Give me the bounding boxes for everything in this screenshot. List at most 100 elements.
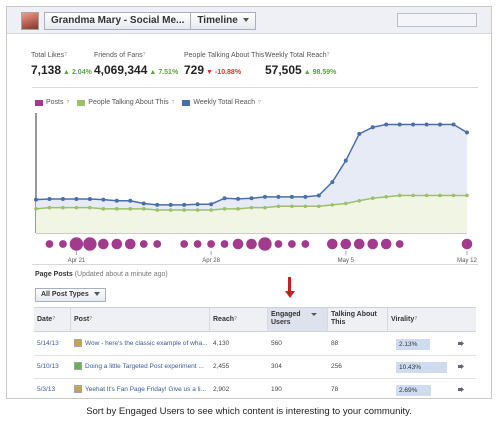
help-icon[interactable]: ? bbox=[234, 316, 238, 322]
help-icon[interactable]: ? bbox=[66, 99, 70, 106]
section-title: Page Posts bbox=[35, 271, 73, 278]
post-date[interactable]: 5/14/13 bbox=[37, 340, 59, 347]
help-icon[interactable]: ? bbox=[264, 52, 268, 58]
page-selector: Grandma Mary - Social Me... Timeline bbox=[44, 12, 256, 30]
legend-people-talking[interactable]: People Talking About This? bbox=[77, 99, 174, 106]
post-date[interactable]: 5/10/13 bbox=[37, 363, 59, 370]
reach-point bbox=[168, 202, 173, 207]
table-row[interactable]: 5/3/13 Yeehat It's Fan Page Friday! Give… bbox=[34, 379, 476, 398]
table-row[interactable]: 5/14/13 Wow - here's the classic example… bbox=[34, 333, 476, 356]
table-row[interactable]: 5/10/13 Doing a little Targeted Post exp… bbox=[34, 356, 476, 379]
legend-posts[interactable]: Posts? bbox=[35, 99, 69, 106]
talking-value[interactable]: 78 bbox=[331, 386, 339, 393]
filter-label: All Post Types bbox=[41, 291, 89, 298]
metric-weekly-reach: Weekly Total Reach? 57,505 ▲ 98.59% bbox=[265, 52, 336, 79]
help-icon[interactable]: ? bbox=[171, 99, 175, 106]
column-header-virality[interactable]: Virality? bbox=[391, 316, 418, 323]
sort-descending-icon[interactable] bbox=[311, 312, 317, 316]
help-icon[interactable]: ? bbox=[414, 316, 418, 322]
talking-point bbox=[343, 201, 348, 206]
posts-dot bbox=[98, 238, 109, 250]
reach-value[interactable]: 2,455 bbox=[213, 363, 230, 370]
talking-point bbox=[357, 198, 362, 203]
engaged-value[interactable]: 560 bbox=[271, 340, 282, 347]
reach-value[interactable]: 4,130 bbox=[213, 340, 230, 347]
post-type-filter[interactable]: All Post Types bbox=[35, 288, 106, 302]
annotation-arrowhead bbox=[284, 291, 295, 298]
reach-point bbox=[465, 130, 469, 135]
help-icon[interactable]: ? bbox=[52, 316, 56, 322]
metric-change: 98.59% bbox=[312, 69, 337, 76]
talking-value[interactable]: 256 bbox=[331, 363, 342, 370]
talking-point bbox=[249, 205, 254, 210]
promote-icon[interactable] bbox=[458, 341, 464, 347]
talking-value[interactable]: 88 bbox=[331, 340, 339, 347]
reach-point bbox=[47, 197, 52, 202]
reach-point bbox=[114, 198, 119, 203]
reach-value[interactable]: 2,902 bbox=[213, 386, 230, 393]
talking-point bbox=[128, 207, 133, 211]
posts-dot bbox=[45, 240, 54, 248]
help-icon[interactable]: ? bbox=[64, 52, 67, 58]
reach-point bbox=[236, 196, 241, 201]
promote-icon[interactable] bbox=[458, 387, 464, 393]
virality-bar: 2.13% bbox=[396, 339, 431, 350]
post-link[interactable]: Doing a little Targeted Post experiment … bbox=[74, 356, 210, 378]
x-tick-label: May 5 bbox=[338, 258, 355, 264]
photo-post-icon bbox=[74, 385, 82, 394]
column-header-engaged-users[interactable]: Engaged Users bbox=[268, 308, 328, 331]
legend-label: People Talking About This bbox=[88, 99, 169, 106]
engaged-value[interactable]: 190 bbox=[271, 386, 282, 393]
x-tick-label: Apr 28 bbox=[202, 258, 220, 264]
reach-point bbox=[438, 122, 443, 127]
talking-point bbox=[88, 205, 92, 210]
view-dropdown[interactable]: Timeline bbox=[190, 13, 254, 29]
column-header-post[interactable]: Post? bbox=[71, 308, 210, 331]
column-header-date[interactable]: Date? bbox=[34, 308, 71, 331]
legend-weekly-reach[interactable]: Weekly Total Reach? bbox=[182, 99, 261, 106]
engaged-value[interactable]: 304 bbox=[271, 363, 282, 370]
post-date[interactable]: 5/3/13 bbox=[37, 386, 56, 393]
help-icon[interactable]: ? bbox=[326, 52, 330, 58]
top-right-control[interactable] bbox=[397, 13, 477, 27]
column-header-reach[interactable]: Reach? bbox=[210, 308, 268, 331]
page-name-button[interactable]: Grandma Mary - Social Me... bbox=[51, 15, 185, 26]
reach-point bbox=[370, 125, 375, 130]
chevron-down-icon bbox=[242, 18, 249, 23]
reach-point bbox=[330, 180, 335, 185]
post-link[interactable]: Yeehat It's Fan Page Friday! Give us a l… bbox=[74, 379, 210, 398]
post-link[interactable]: Wow - here's the classic example of wha.… bbox=[74, 333, 210, 355]
page-avatar[interactable] bbox=[21, 12, 39, 30]
reach-point bbox=[249, 196, 254, 201]
reach-point bbox=[141, 201, 146, 206]
posts-dot bbox=[340, 238, 352, 250]
posts-dot bbox=[59, 240, 67, 248]
help-icon[interactable]: ? bbox=[89, 316, 93, 322]
metric-friends-of-fans: Friends of Fans? 4,069,344 ▲ 7.51% bbox=[94, 52, 178, 79]
insights-panel: Grandma Mary - Social Me... Timeline Tot… bbox=[6, 6, 492, 399]
posts-dot bbox=[207, 240, 215, 248]
talking-point bbox=[115, 207, 119, 211]
metric-value: 729 bbox=[184, 63, 205, 77]
talking-point bbox=[276, 204, 281, 209]
help-icon[interactable]: ? bbox=[258, 99, 261, 106]
legend-swatch bbox=[77, 99, 86, 106]
talking-point bbox=[155, 208, 160, 212]
trend-down-icon: ▼ bbox=[206, 69, 213, 76]
posts-dot bbox=[395, 240, 404, 248]
reach-point bbox=[101, 197, 106, 202]
promote-icon[interactable] bbox=[458, 364, 464, 370]
talking-point bbox=[438, 193, 442, 198]
posts-dot bbox=[232, 238, 244, 250]
talking-point bbox=[209, 208, 213, 212]
view-label: Timeline bbox=[197, 15, 238, 26]
virality-bar: 2.69% bbox=[396, 385, 432, 396]
metric-label: Weekly Total Reach bbox=[265, 52, 327, 59]
column-header-talking[interactable]: Talking About This bbox=[328, 308, 388, 331]
help-icon[interactable]: ? bbox=[142, 52, 146, 58]
metric-label: Friends of Fans bbox=[94, 52, 143, 59]
reach-point bbox=[384, 122, 389, 127]
reach-point bbox=[195, 202, 200, 207]
talking-point bbox=[370, 196, 375, 200]
reach-point bbox=[74, 197, 79, 202]
